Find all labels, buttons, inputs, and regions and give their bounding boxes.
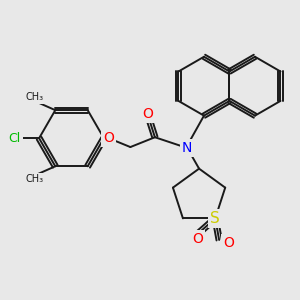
Text: Cl: Cl [8, 132, 21, 145]
Text: S: S [210, 211, 220, 226]
Text: O: O [142, 107, 154, 121]
Text: O: O [103, 131, 114, 145]
Text: CH₃: CH₃ [26, 92, 44, 102]
Text: O: O [224, 236, 234, 250]
Text: CH₃: CH₃ [26, 174, 44, 184]
Text: O: O [192, 232, 203, 246]
Text: N: N [182, 141, 193, 155]
